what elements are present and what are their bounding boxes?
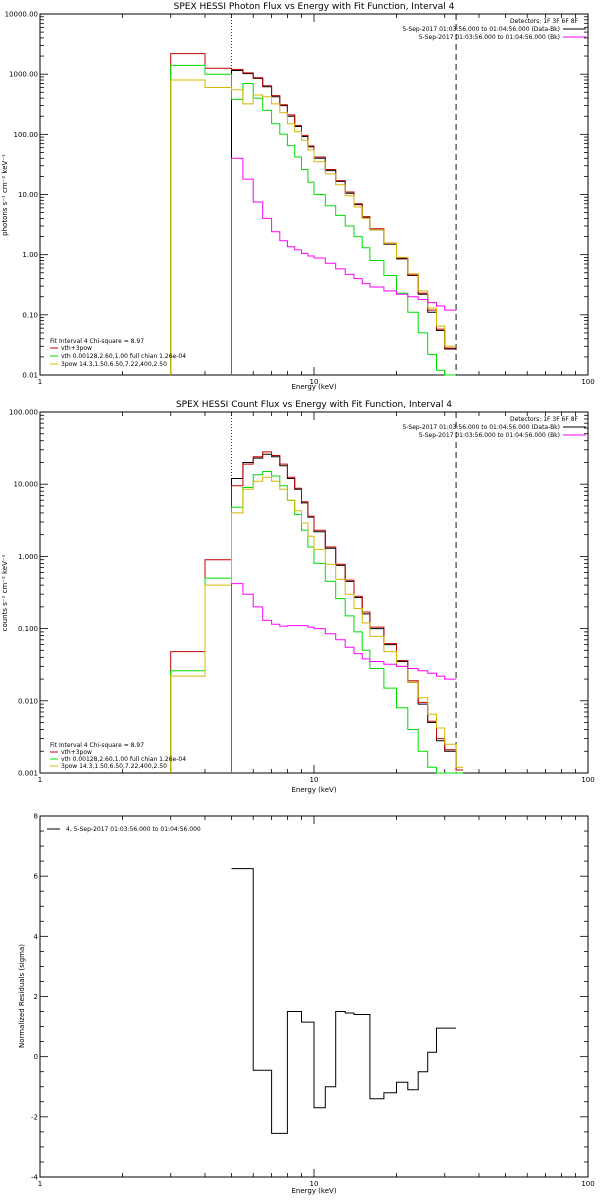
count-fit-text: Fit Interval 4 Chi-square = 8.97 — [50, 742, 144, 749]
y-tick-label: -4 — [31, 1174, 39, 1182]
y-tick-label: 0.001 — [18, 770, 38, 778]
x-tick-label: 1 — [38, 1180, 42, 1188]
x-tick-label: 10 — [310, 776, 319, 784]
count-legend-2: vth 0.00128,2.60,1.00 full chian 1.26e-0… — [61, 756, 186, 763]
x-tick-label: 100 — [581, 776, 594, 784]
x-tick-label: 1 — [38, 378, 42, 386]
residuals-ylabel: Normalized Residuals (sigma) — [18, 944, 26, 1048]
y-tick-label: 0 — [34, 1053, 38, 1061]
photon-legend-2: vth 0.00128,2.60,1.00 full chian 1.26e-0… — [61, 353, 186, 360]
residuals-axes: 1 10 100 -4 -2 0 2 4 6 8 — [31, 813, 595, 1189]
series-vth — [170, 64, 457, 376]
count-flux-panel: SPEX HESSI Count Flux vs Energy with Fit… — [1, 400, 595, 794]
residuals-plot-frame — [39, 815, 589, 1178]
count-data-label: 5-Sep-2017 01:03:56.000 to 01:04:56.000 … — [402, 424, 560, 431]
photon-fit-text: Fit Interval 4 Chi-square = 8.97 — [50, 338, 144, 345]
x-tick-label: 10 — [310, 1180, 319, 1188]
residuals-xlabel: Energy (keV) — [291, 1187, 336, 1195]
series-background — [231, 157, 457, 375]
photon-axes: 1 10 100 0.01 0.10 1.00 10.00 100.00 1000.00 1000… — [5, 11, 595, 387]
y-tick-label: 6 — [34, 873, 39, 881]
y-tick-label: 1000.00 — [9, 71, 38, 79]
photon-series — [170, 53, 457, 376]
photon-ylabel: photons s⁻¹ cm⁻² keV⁻¹ — [1, 154, 9, 236]
count-series — [170, 451, 464, 774]
series-vth-3pow — [170, 451, 464, 773]
series-total-dk — [231, 70, 457, 375]
count-legend-1: vth+3pow — [61, 749, 92, 756]
y-tick-label: 10000.00 — [5, 11, 38, 19]
series-vth-3pow — [170, 53, 457, 375]
y-tick-label: 2 — [34, 993, 38, 1001]
photon-chart-title: SPEX HESSI Photon Flux vs Energy with Fi… — [174, 2, 455, 12]
y-tick-label: 0.01 — [22, 372, 38, 380]
count-ylabel: counts s⁻¹ cm⁻² keV⁻¹ — [1, 554, 9, 631]
y-tick-label: 1.000 — [18, 553, 38, 561]
count-legend-3: 3pow 14.3,1.50,6.50,7.22,400,2.50 — [61, 763, 167, 770]
residuals-series — [231, 868, 457, 1134]
photon-legend-3: 3pow 14.3,1.50,6.50,7.22,400,2.50 — [61, 361, 167, 368]
photon-xlabel: Energy (keV) — [291, 383, 336, 391]
y-tick-label: 10.00 — [18, 191, 38, 199]
photon-data-label: 5-Sep-2017 01:03:56.000 to 01:04:56.000 … — [402, 26, 560, 33]
series-residuals — [231, 868, 457, 1134]
y-tick-label: 100.000 — [9, 409, 38, 417]
count-detectors: Detectors: 1F 3F 6F 8F — [510, 416, 579, 423]
count-xlabel: Energy (keV) — [291, 786, 336, 794]
series-total-dk — [231, 453, 464, 773]
y-tick-label: 100.00 — [14, 131, 39, 139]
x-tick-label: 100 — [581, 1180, 594, 1188]
y-tick-label: 10.000 — [14, 481, 39, 489]
y-tick-label: 0.10 — [22, 311, 38, 319]
x-tick-label: 100 — [581, 378, 594, 386]
series-3pow — [170, 476, 464, 773]
count-chart-title: SPEX HESSI Count Flux vs Energy with Fit… — [176, 400, 452, 410]
y-tick-label: 8 — [34, 813, 38, 821]
photon-bk-label: 5-Sep-2017 01:03:56.000 to 01:04:56.000 … — [419, 34, 560, 41]
count-bk-label: 5-Sep-2017 01:03:56.000 to 01:04:56.000 … — [419, 432, 560, 439]
x-tick-label: 1 — [38, 776, 42, 784]
residuals-legend: 4, 5-Sep-2017 01:03:56.000 to 01:04:56.0… — [66, 826, 201, 833]
count-plot-frame — [39, 411, 589, 774]
photon-legend-1: vth+3pow — [61, 345, 92, 352]
y-tick-label: 0.100 — [18, 625, 38, 633]
series-vth — [170, 471, 464, 774]
photon-detectors: Detectors: 1F 3F 6F 8F — [510, 18, 579, 25]
series-3pow — [170, 79, 457, 375]
y-tick-label: 4 — [34, 933, 39, 941]
residuals-panel: 1 10 100 -4 -2 0 2 4 6 8 Energy (keV) Normalized … — [18, 813, 595, 1196]
x-tick-label: 10 — [310, 378, 319, 386]
count-axes: 1 10 100 0.001 0.010 0.100 1.000 10.000 100.000 — [9, 409, 595, 785]
y-tick-label: 1.00 — [22, 251, 38, 259]
y-tick-label: -2 — [31, 1113, 38, 1121]
photon-flux-panel: SPEX HESSI Photon Flux vs Energy with Fi… — [1, 2, 595, 391]
series-background — [231, 583, 457, 773]
y-tick-label: 0.010 — [18, 697, 38, 705]
